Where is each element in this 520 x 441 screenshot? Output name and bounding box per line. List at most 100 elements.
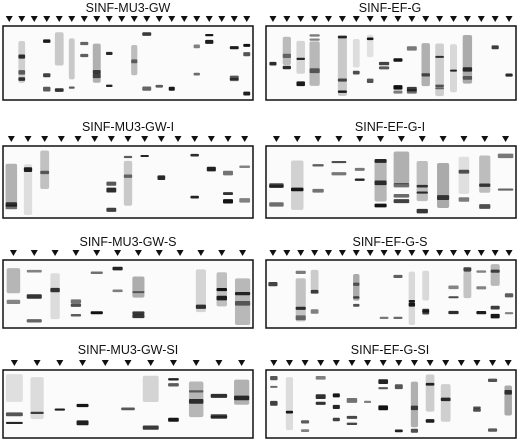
lane-marker	[74, 136, 82, 142]
band	[497, 153, 514, 159]
band	[378, 387, 389, 390]
band	[43, 73, 51, 78]
band	[193, 44, 200, 49]
band	[435, 84, 444, 87]
lane-marker	[436, 16, 444, 22]
band	[43, 86, 51, 92]
band	[435, 87, 444, 90]
lane-marker	[272, 136, 280, 142]
band	[416, 208, 428, 214]
lane-marker	[338, 16, 346, 22]
smear	[440, 384, 451, 422]
band	[269, 183, 284, 188]
smear	[393, 151, 410, 185]
lane-marker	[348, 360, 356, 366]
lane-marker	[91, 136, 99, 142]
lane-marker	[56, 360, 64, 366]
band	[105, 84, 113, 87]
band	[54, 88, 64, 92]
lane-marker	[364, 360, 372, 366]
lane-marker	[408, 250, 416, 256]
band	[309, 68, 320, 74]
band	[223, 170, 233, 176]
lane-marker	[422, 250, 430, 256]
lane-marker	[408, 16, 416, 22]
lane-marker	[505, 16, 513, 22]
band	[490, 305, 500, 310]
band	[332, 417, 340, 422]
band	[393, 183, 410, 188]
band	[5, 412, 23, 417]
lane-marker	[124, 136, 132, 142]
lane-marker	[107, 136, 115, 142]
band	[270, 376, 278, 381]
lane-marker	[269, 16, 277, 22]
lane-marker	[377, 136, 385, 142]
smear	[5, 163, 18, 204]
band	[270, 400, 278, 406]
smear	[374, 159, 387, 202]
lane-marker	[477, 16, 485, 22]
lane-marker	[93, 16, 101, 22]
band	[142, 425, 159, 430]
lane-marker	[239, 250, 247, 256]
gel-frame	[265, 369, 517, 439]
band	[462, 67, 473, 72]
lane-marker	[450, 250, 457, 256]
lane-marker	[463, 16, 471, 22]
band	[440, 397, 451, 402]
band	[425, 419, 435, 423]
band	[448, 285, 459, 290]
lane-marker	[439, 136, 447, 142]
lane-marker	[141, 136, 149, 142]
lane-marker	[293, 136, 301, 142]
lane-marker	[143, 16, 151, 22]
band	[216, 295, 228, 301]
lane-marker	[168, 16, 176, 22]
band	[234, 291, 251, 296]
band	[332, 404, 340, 409]
lane-marker	[124, 360, 132, 366]
lane-marker	[283, 16, 291, 22]
band	[366, 37, 374, 41]
band	[458, 169, 470, 174]
band	[123, 174, 133, 178]
lane-marker	[283, 250, 291, 256]
band	[448, 296, 459, 299]
band	[132, 311, 145, 315]
band	[239, 198, 251, 203]
band	[23, 167, 33, 173]
band	[422, 309, 430, 315]
band	[296, 81, 305, 87]
lane-marker	[7, 136, 15, 142]
band	[406, 46, 417, 51]
smear	[295, 278, 306, 322]
band	[425, 382, 435, 386]
band	[378, 61, 390, 66]
smear	[490, 264, 500, 286]
lane-marker	[410, 360, 418, 366]
band	[157, 175, 166, 181]
smear	[353, 273, 360, 301]
lane-marker	[379, 360, 387, 366]
panel-title: SINF-EF-G-I	[355, 120, 425, 134]
lane-marker	[93, 250, 101, 256]
lane-marker	[33, 360, 41, 366]
band	[437, 195, 450, 200]
band	[394, 429, 403, 433]
lane-marker	[338, 250, 346, 256]
band	[243, 43, 251, 47]
smear	[337, 36, 347, 96]
band	[295, 315, 306, 321]
band	[216, 288, 228, 292]
band	[282, 65, 291, 70]
panel-title: SINF-EF-G-S	[353, 235, 428, 249]
band	[268, 282, 278, 287]
band	[378, 405, 389, 411]
lane-marker	[68, 16, 76, 22]
lane-marker	[30, 250, 38, 256]
lane-marker	[43, 16, 51, 22]
smear	[6, 268, 21, 294]
lane-marker	[134, 250, 142, 256]
